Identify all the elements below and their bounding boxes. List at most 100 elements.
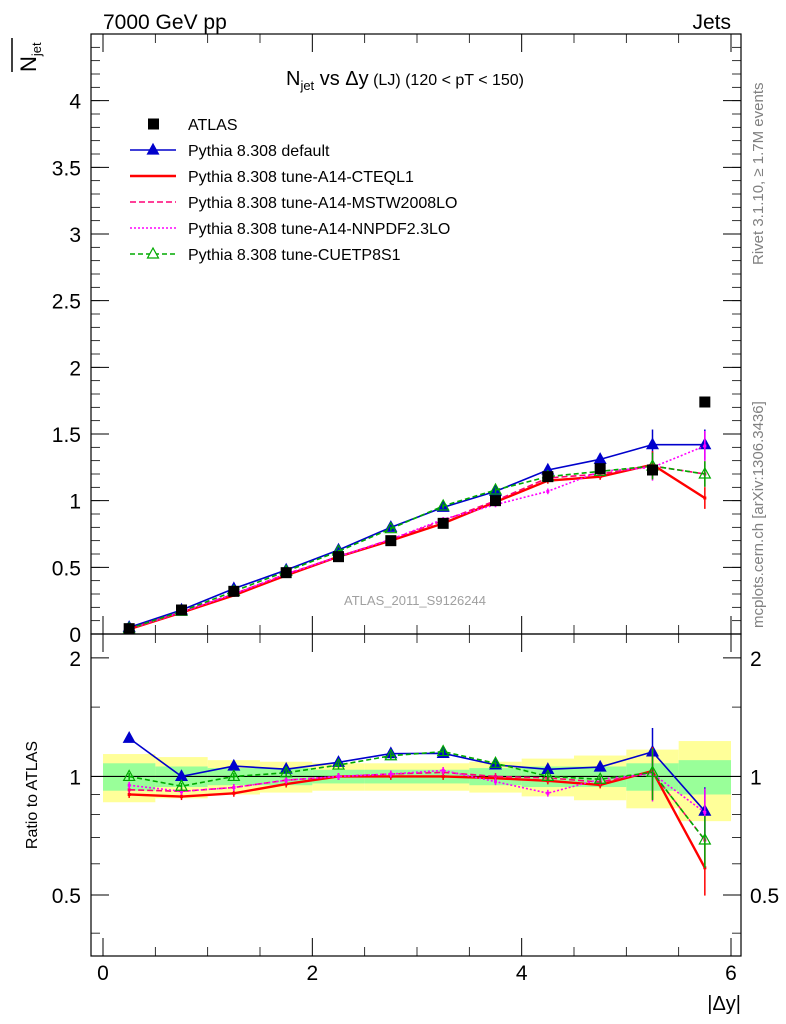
watermark: ATLAS_2011_S9126244 [344,593,486,608]
ratio-point-4 [541,769,555,782]
legend-marker-4 [146,246,160,259]
data-point [594,463,606,475]
y-tick-label: 3 [69,224,81,247]
ratio-point-4 [436,744,450,757]
ratio-tick-label-right: 2 [750,648,762,671]
x-axis: 0 2 4 6 [97,34,737,985]
ratio-point-1 [232,791,236,795]
ratio-point-3 [284,778,288,782]
ratio-point-3 [127,783,131,787]
y-tick-label: 0.5 [52,557,81,580]
ratio-point-2 [494,774,497,778]
ratio-point-3 [546,791,550,795]
data-point [699,396,711,408]
ratio-point-4 [331,757,346,770]
ratio-point-4 [593,771,607,784]
data-point [542,471,554,483]
data-point [647,464,658,476]
data-point [385,535,397,547]
header-process: Jets [692,11,731,34]
series-point-3 [703,444,707,448]
ratio-point-1 [127,792,131,796]
series-point-1 [703,496,707,500]
series-line-1 [128,463,706,631]
x-tick-label: 4 [516,962,528,985]
svg-text:Njet: Njet [16,42,44,72]
ratio-y-axis: 0.5 0.5 1 1 2 2 [52,648,779,934]
data-point [490,495,501,507]
legend: ATLAS Pythia 8.308 default Pythia 8.308 tu… [130,117,457,264]
ratio-point-0 [593,759,607,772]
ratio-y-label: Ratio to ATLAS [24,741,41,849]
ratio-tick-label-right: 1 [750,766,762,789]
series-point-3 [546,489,550,493]
ratio-point-4 [488,756,503,768]
ratio-point-3 [232,785,236,789]
ratio-point-3 [703,810,707,814]
legend-label: ATLAS [188,117,238,134]
ratio-point-2 [127,788,131,792]
data-point [176,604,187,616]
ratio-point-1 [441,774,445,778]
legend-label: Pythia 8.308 tune-A14-CTEQL1 [188,169,414,186]
ratio-line-3 [129,769,706,814]
y-tick-label: 2.5 [52,291,81,314]
series-point-4 [436,498,450,511]
series-point-4 [384,521,398,534]
x-axis-label: |Δy| [707,993,741,1015]
y-tick-label: 2 [69,357,81,380]
ratio-tick-label: 1 [69,766,81,789]
data-point [333,551,344,563]
main-y-label: Njet [16,42,44,72]
ratio-tick-label-right: 0.5 [750,885,779,908]
x-tick-label: 2 [306,962,318,985]
legend-label: Pythia 8.308 tune-CUETP8S1 [188,247,401,264]
main-panel: 0 0.5 1 1.5 2 2.5 3 3.5 4 ATLAS_2011_S9126244 Nj… [11,33,742,647]
ratio-point-3 [494,780,497,784]
chart-title: Njet vs Δy (LJ) (120 < pT < 150) [286,68,524,93]
ratio-point-3 [389,772,393,776]
data-point [228,585,240,597]
legend-marker-data [148,118,159,130]
x-tick-label: 6 [725,962,737,985]
legend-label: Pythia 8.308 tune-A14-MSTW2008LO [188,195,457,212]
legend-label: Pythia 8.308 default [188,143,330,160]
series-line-4 [128,465,705,630]
ratio-line-4 [129,750,706,841]
y-tick-label: 0 [69,624,81,647]
ratio-point-1 [284,782,288,786]
ratio-line-2 [129,771,706,841]
ratio-point-4 [698,832,712,845]
legend-label: Pythia 8.308 tune-A14-NNPDF2.3LO [188,221,450,238]
ratio-tick-label: 0.5 [52,885,81,908]
header-energy: 7000 GeV pp [103,11,227,34]
side-label-mcplots: mcplots.cern.ch [arXiv:1306.3436] [750,401,767,628]
x-tick-label: 0 [97,962,109,985]
ratio-frame [90,633,742,957]
main-plot-area [122,396,712,635]
ratio-plot-area [91,727,741,896]
data-point [123,623,135,635]
side-label-rivet: Rivet 3.1.10, ≥ 1.7M events [750,83,767,266]
ratio-point-0 [122,731,136,743]
ratio-point-4 [279,765,293,778]
legend-marker-0 [146,142,160,155]
series-point-4 [698,466,712,479]
ratio-point-4 [174,778,189,791]
ratio-point-1 [180,795,183,799]
y-tick-label: 4 [69,91,81,114]
series-point-4 [488,482,503,495]
y-tick-label: 3.5 [52,157,81,180]
ratio-point-4 [227,769,241,782]
y-tick-label: 1 [69,491,81,514]
ratio-point-3 [180,789,183,793]
ratio-point-4 [122,769,136,782]
ratio-point-4 [384,748,398,761]
ratio-tick-label: 2 [69,648,81,671]
ratio-point-3 [337,774,340,778]
y-tick-label: 1.5 [52,424,81,447]
ratio-point-3 [441,768,445,772]
data-point [437,517,449,529]
